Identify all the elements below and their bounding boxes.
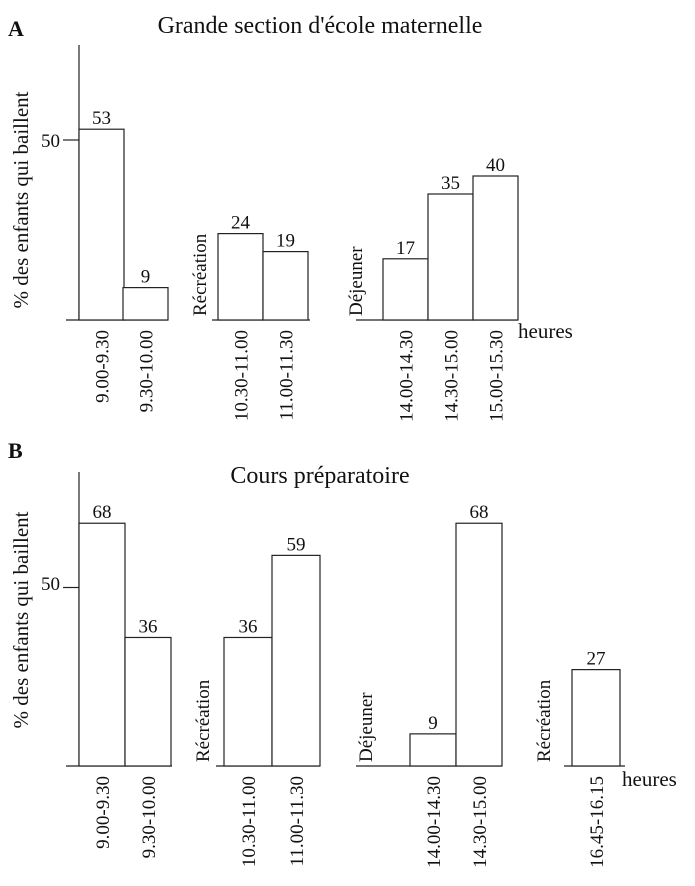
panel-b-marks: 68 9.00-9.30 36 9.30-10.00 Récréation 36 10.30… (63, 472, 625, 868)
panel-b-category-label: 9.00-9.30 (93, 776, 114, 849)
panel-b-category-label: 16.45-16.15 (587, 776, 608, 868)
panel-a-category-label: 11.00-11.30 (277, 330, 298, 420)
panel-a-ytick-50: 50 (41, 131, 60, 152)
panel-b-bar (455, 522, 503, 767)
panel-a-bar (472, 175, 519, 321)
panel-b-bar-value-label: 36 (139, 616, 158, 637)
panel-b-bar (223, 636, 273, 767)
panel-b-bar (271, 554, 321, 767)
panel-a-bar-value-label: 24 (231, 213, 251, 234)
panel-b-title: Cours préparatoire (230, 463, 409, 489)
panel-b-letter: B (8, 438, 23, 463)
panel-b-bar-value-label: 9 (428, 713, 438, 734)
panel-b-bar (409, 733, 457, 767)
panel-b-category-label: 10.30-11.00 (239, 776, 260, 867)
panel-a-bar-value-label: 9 (141, 267, 151, 288)
panel-a-category-label: 9.00-9.30 (93, 330, 114, 403)
panel-a-bar-value-label: 40 (486, 155, 505, 176)
panel-a-bar (427, 193, 474, 321)
panel-a-bar (382, 258, 429, 321)
panel-a-category-label: 10.30-11.00 (232, 330, 253, 421)
panel-b-category-label: 14.30-15.00 (470, 776, 491, 868)
panel-b-gap-label: Déjeuner (356, 692, 377, 762)
panel-b-bar (78, 522, 126, 767)
panel-b-bar-value-label: 68 (470, 502, 489, 523)
panel-b-gap-label: Récréation (534, 679, 555, 762)
panel-a-gap-label: Déjeuner (346, 246, 367, 316)
panel-a-bar (262, 251, 309, 321)
panel-a-category-label: 9.30-10.00 (137, 330, 158, 412)
panel-a-xlabel: heures (518, 319, 573, 343)
panel-b-category-label: 11.00-11.30 (287, 776, 308, 866)
panel-a-bar (122, 287, 169, 321)
panel-b-bar-value-label: 59 (287, 534, 306, 555)
panel-b-gap-label: Récréation (193, 679, 214, 762)
panel-a-category-label: 14.00-14.30 (397, 330, 418, 422)
panel-a-bar-value-label: 17 (396, 238, 415, 259)
panel-b-bar-value-label: 36 (239, 616, 258, 637)
panel-a-bar (217, 233, 264, 321)
panel-b-ylabel: % des enfants qui baillent (9, 511, 33, 728)
panel-b-xlabel: heures (622, 767, 677, 791)
panel-b-category-label: 9.30-10.00 (139, 776, 160, 858)
panel-b-ytick-50: 50 (41, 574, 60, 595)
panel-a-gap-label: Récréation (190, 233, 211, 316)
panel-a-category-label: 15.00-15.30 (487, 330, 508, 422)
panel-a-category-label: 14.30-15.00 (442, 330, 463, 422)
panel-a-bar-value-label: 53 (92, 108, 111, 129)
panel-a-ylabel: % des enfants qui baillent (9, 91, 33, 308)
panel-b-category-label: 14.00-14.30 (424, 776, 445, 868)
panel-a-title: Grande section d'école maternelle (158, 13, 483, 39)
panel-a-bar-value-label: 35 (441, 173, 460, 194)
panel-a-marks: 53 9.00-9.30 9 9.30-10.00 Récréation 24 10.30-… (63, 45, 519, 422)
panel-b-bar-value-label: 68 (93, 502, 112, 523)
panel-b-bar (124, 636, 172, 767)
panel-b-bar (571, 669, 621, 767)
panel-a-letter: A (8, 16, 24, 41)
panel-a-bar (78, 128, 125, 321)
panel-a-bar-value-label: 19 (276, 231, 295, 252)
panel-b-bar-value-label: 27 (587, 649, 606, 670)
